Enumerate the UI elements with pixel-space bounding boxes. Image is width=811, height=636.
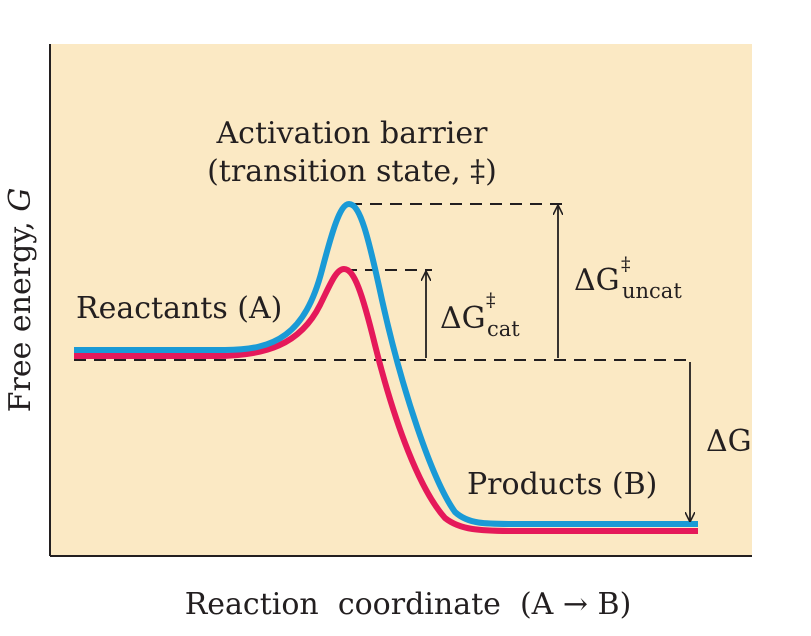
products-label: Products (B): [467, 467, 657, 502]
catalyzed-curve: [74, 266, 698, 534]
svg-text:ΔG: ΔG: [440, 301, 486, 336]
y-axis-symbol: G: [3, 188, 38, 212]
uncatalyzed-curve: [74, 201, 698, 527]
plot-background: [50, 44, 752, 556]
delta-g-cat-sup: ‡: [486, 289, 496, 311]
delta-g-uncat-main: ΔG: [574, 263, 620, 298]
delta-g-uncat-label: ΔG ‡ uncat: [574, 253, 682, 303]
delta-g-cat-sub: cat: [487, 317, 520, 341]
delta-g-cat-label: ΔG ‡ cat: [440, 289, 520, 341]
reactants-label: Reactants (A): [76, 291, 282, 326]
barrier-label-line2: (transition state, ‡): [207, 154, 497, 189]
y-axis-label: Free energy, G: [3, 188, 38, 413]
delta-g-cat-main: ΔG: [440, 301, 486, 336]
y-axis-label-text: Free energy,: [3, 212, 38, 413]
barrier-label-line1: Activation barrier: [216, 116, 489, 151]
delta-g-uncat-sup: ‡: [621, 253, 631, 275]
svg-text:ΔG: ΔG: [574, 263, 620, 298]
delta-g-uncat-sub: uncat: [622, 279, 682, 303]
delta-g-label: ΔG: [706, 424, 752, 459]
x-axis-label: Reaction coordinate (A → B): [185, 587, 632, 622]
